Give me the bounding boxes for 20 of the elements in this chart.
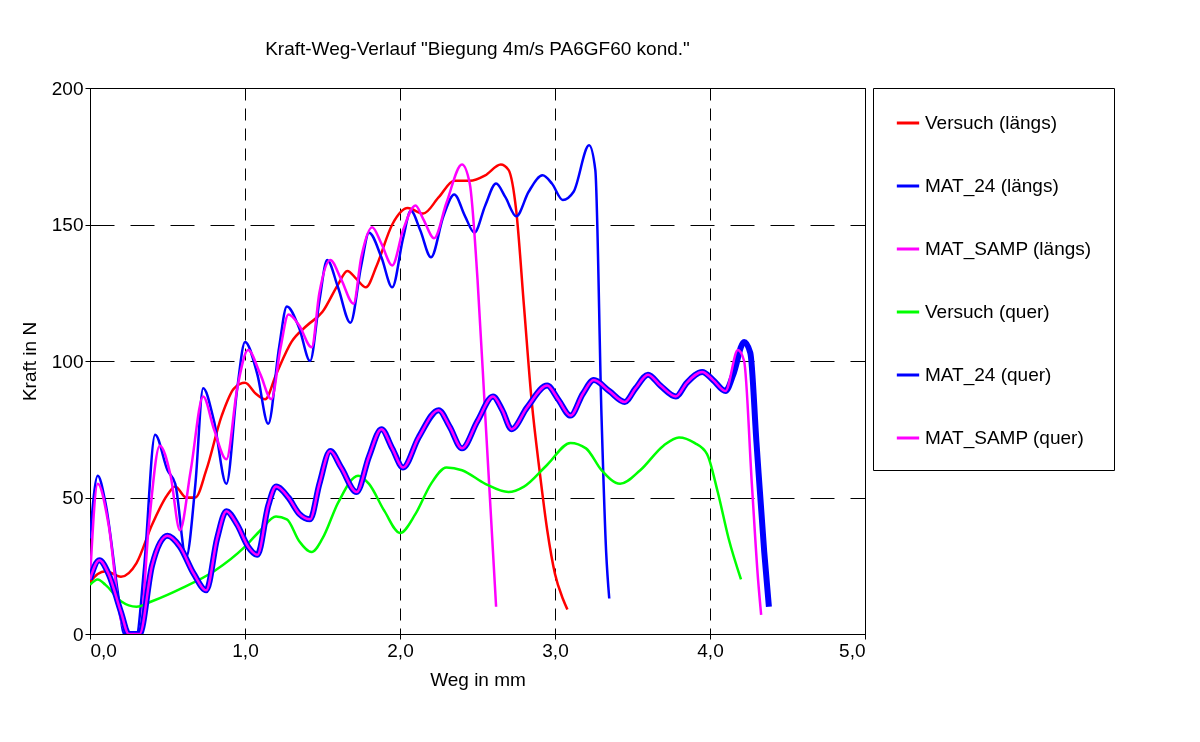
x-tick-label: 3,0 <box>542 639 569 661</box>
x-tick-label: 2,0 <box>387 639 414 661</box>
legend-label: MAT_24 (quer) <box>925 364 1052 386</box>
y-tick-label: 50 <box>62 487 84 508</box>
x-tick-label: 0,0 <box>90 639 117 661</box>
legend-label: Versuch (längs) <box>925 112 1058 133</box>
x-tick-label: 4,0 <box>697 639 724 661</box>
y-tick-label: 200 <box>51 77 84 99</box>
legend-label: Versuch (quer) <box>925 301 1050 322</box>
x-axis-title: Weg in mm <box>430 668 526 690</box>
x-tick-label: 5,0 <box>839 639 866 661</box>
y-axis-title: Kraft in N <box>18 321 40 402</box>
y-tick-label: 150 <box>51 214 84 235</box>
legend-label: MAT_SAMP (quer) <box>925 427 1084 449</box>
legend-label: MAT_SAMP (längs) <box>925 238 1092 260</box>
legend-label: MAT_24 (längs) <box>925 175 1059 197</box>
x-tick-label: 1,0 <box>232 639 259 661</box>
y-tick-label: 100 <box>51 350 84 372</box>
chart-title: Kraft-Weg-Verlauf "Biegung 4m/s PA6GF60 kond." <box>265 38 690 59</box>
y-tick-label: 0 <box>72 623 84 645</box>
